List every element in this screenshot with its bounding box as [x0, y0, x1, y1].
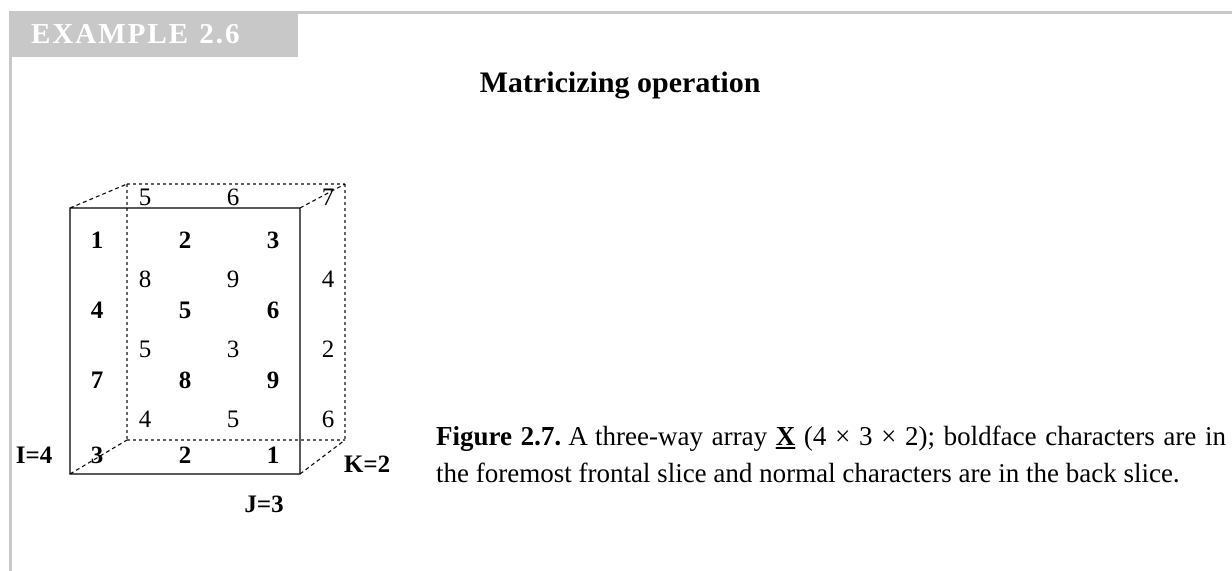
front-slice-value-r3-c1: 7 — [91, 367, 104, 394]
depth-edge-top-left — [69, 183, 128, 209]
back-slice-value-r3-c3: 2 — [322, 336, 335, 363]
depth-edge-bottom-right — [299, 439, 346, 475]
three-way-array-figure: 5 6 78 9 45 3 24 5 61 2 34 5 67 8 93 2 1I=4J=3K=2 — [16, 183, 390, 518]
dim-label-k: K=2 — [344, 451, 390, 478]
back-slice-value-r2-c3: 4 — [322, 266, 335, 293]
back-slice-value-r1-c3: 7 — [322, 184, 335, 211]
back-slice-value-r1-c1: 5 — [139, 184, 152, 211]
front-slice-value-r2-c2: 5 — [179, 297, 192, 324]
front-slice-value-r4-c1: 3 — [91, 442, 104, 469]
back-slice-value-r4-c2: 5 — [227, 406, 240, 433]
back-slice-value-r1-c2: 6 — [227, 184, 240, 211]
caption-variable: X — [775, 421, 796, 451]
front-slice-value-r2-c1: 4 — [91, 297, 104, 324]
front-slice-value-r2-c3: 6 — [267, 297, 280, 324]
back-slice-value-r2-c1: 8 — [139, 266, 152, 293]
caption-text-before: A three-way array — [568, 421, 768, 451]
front-slice-value-r1-c3: 3 — [267, 227, 280, 254]
back-slice-value-r4-c1: 4 — [139, 406, 152, 433]
example-label: EXAMPLE 2.6 — [9, 11, 298, 57]
front-face — [69, 207, 301, 475]
front-slice-value-r1-c2: 2 — [179, 227, 192, 254]
front-slice-value-r4-c3: 1 — [267, 442, 280, 469]
depth-edge-top-right — [299, 183, 346, 209]
back-slice-value-r3-c2: 3 — [227, 336, 240, 363]
front-slice-value-r3-c2: 8 — [179, 367, 192, 394]
caption-text-after: (4 × 3 × 2); boldface characters are in … — [436, 421, 1226, 488]
front-slice-value-r4-c2: 2 — [179, 442, 192, 469]
figure-caption: Figure 2.7. A three-way array X (4 × 3 ×… — [436, 418, 1226, 492]
back-slice-value-r2-c2: 9 — [227, 266, 240, 293]
back-slice-value-r4-c3: 6 — [322, 406, 335, 433]
front-slice-value-r1-c1: 1 — [91, 227, 104, 254]
dim-label-i: I=4 — [16, 442, 53, 469]
example-title: Matricizing operation — [479, 66, 761, 99]
back-slice-value-r3-c1: 5 — [139, 336, 152, 363]
front-slice-value-r3-c3: 9 — [267, 367, 280, 394]
dim-label-j: J=3 — [244, 491, 283, 518]
example-frame — [9, 11, 1232, 571]
caption-label: Figure 2.7. — [436, 421, 562, 451]
